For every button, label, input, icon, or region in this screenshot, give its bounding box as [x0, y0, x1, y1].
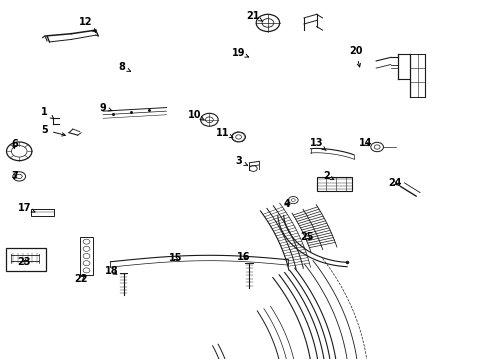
Text: 1: 1 — [41, 107, 54, 118]
Text: 6: 6 — [11, 139, 18, 149]
Text: 12: 12 — [79, 17, 96, 32]
Text: 13: 13 — [309, 139, 325, 150]
Bar — [31, 210, 54, 216]
Text: 22: 22 — [74, 274, 88, 284]
Text: 3: 3 — [235, 156, 247, 166]
Text: 23: 23 — [17, 257, 31, 267]
Bar — [80, 237, 93, 275]
Text: 16: 16 — [236, 252, 250, 262]
Text: 9: 9 — [100, 103, 112, 113]
Text: 18: 18 — [105, 266, 119, 276]
Text: 7: 7 — [11, 171, 18, 181]
Text: 10: 10 — [187, 110, 204, 120]
Text: 8: 8 — [118, 62, 130, 72]
Bar — [316, 177, 351, 191]
Text: 19: 19 — [231, 48, 248, 58]
Text: 21: 21 — [246, 11, 262, 21]
Text: 15: 15 — [168, 253, 182, 263]
Text: 24: 24 — [387, 178, 401, 188]
Text: 25: 25 — [300, 232, 313, 242]
Text: 2: 2 — [323, 171, 333, 181]
Text: 20: 20 — [348, 46, 362, 67]
Text: 11: 11 — [215, 129, 232, 138]
Text: 17: 17 — [18, 203, 35, 213]
Text: 14: 14 — [358, 139, 371, 148]
Bar — [5, 248, 45, 271]
Text: 4: 4 — [284, 199, 290, 210]
Text: 5: 5 — [41, 125, 65, 136]
